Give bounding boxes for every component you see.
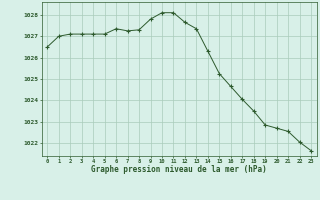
X-axis label: Graphe pression niveau de la mer (hPa): Graphe pression niveau de la mer (hPa) — [91, 165, 267, 174]
